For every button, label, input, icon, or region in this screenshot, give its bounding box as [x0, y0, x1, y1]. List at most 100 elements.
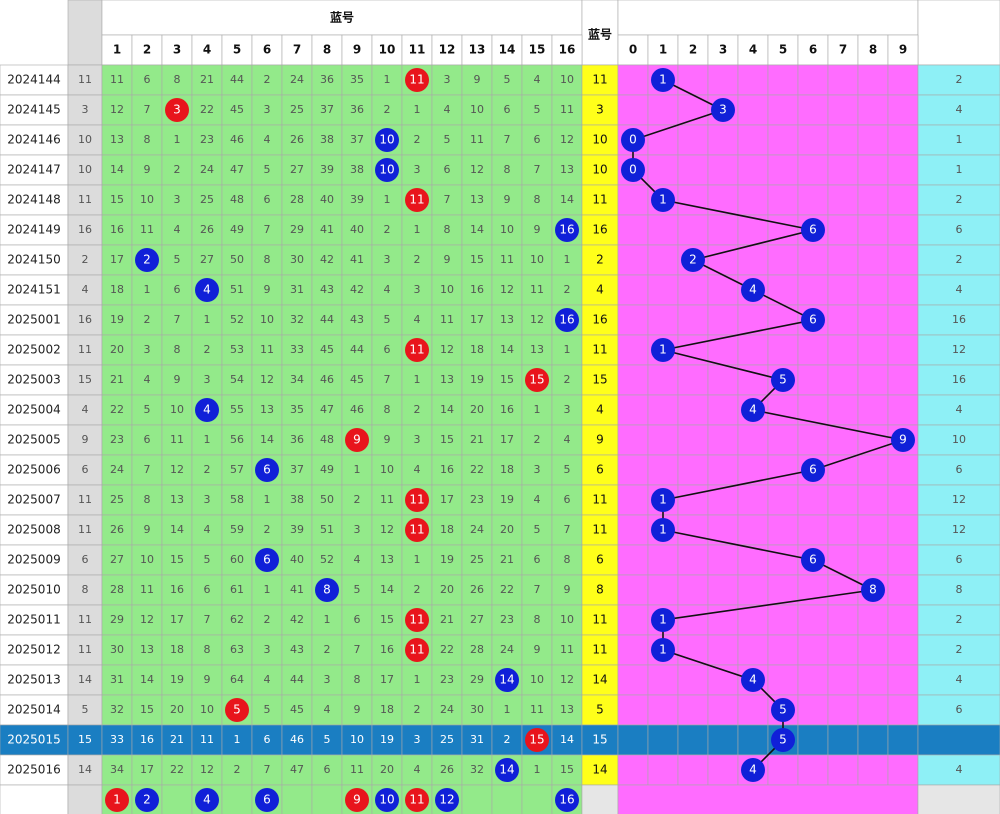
miss-cell: [191, 94, 223, 126]
issue: 2025002: [7, 343, 60, 357]
miss-count: 4: [264, 673, 271, 686]
index-value: 8: [82, 583, 89, 596]
miss-count: 12: [440, 343, 454, 356]
blue-cell: [581, 94, 619, 126]
miss-cell: [101, 274, 133, 306]
digit-cell: [827, 484, 859, 516]
digit-cell: [827, 274, 859, 306]
miss-cell: [251, 754, 283, 786]
digit-cell: [887, 184, 919, 216]
hit-ball: [555, 218, 579, 242]
miss-cell: [281, 244, 313, 276]
miss-cell: [401, 574, 433, 606]
hit-number: 9: [353, 433, 361, 447]
miss-count: 14: [470, 223, 484, 236]
miss-cell: [251, 364, 283, 396]
digit-cell: [887, 604, 919, 636]
miss-count: 18: [500, 463, 514, 476]
miss-count: 45: [290, 703, 304, 716]
miss-cell: [551, 664, 583, 696]
col-header-cell: [491, 34, 523, 66]
miss-cell: [251, 574, 283, 606]
hit-number: 16: [559, 223, 574, 237]
hit-ball: [315, 578, 339, 602]
miss-count: 5: [534, 523, 541, 536]
miss-count: 1: [204, 433, 211, 446]
miss-cell: [431, 664, 463, 696]
col-header: 7: [293, 43, 301, 57]
digit-cell: [797, 694, 829, 726]
miss-count: 41: [290, 583, 304, 596]
miss-count: 1: [324, 613, 331, 626]
index-cell: [67, 274, 103, 306]
digit-cell: [737, 334, 769, 366]
miss-count: 15: [110, 193, 124, 206]
miss-count: 11: [500, 253, 514, 266]
digit-cell: [707, 364, 739, 396]
miss-count: 8: [204, 643, 211, 656]
summary-number: 9: [353, 793, 361, 807]
miss-count: 18: [170, 643, 184, 656]
miss-count: 50: [230, 253, 244, 266]
digit-cell: [887, 664, 919, 696]
digit-cell: [617, 334, 649, 366]
col-header: 12: [439, 43, 456, 57]
miss-cell: [161, 244, 193, 276]
digit-header-cell: [767, 34, 799, 66]
miss-cell: [401, 694, 433, 726]
miss-cell: [131, 574, 163, 606]
miss-count: 18: [110, 283, 124, 296]
miss-cell: [161, 694, 193, 726]
col-header: 14: [499, 43, 516, 57]
hit-ball: [405, 68, 429, 92]
summary-label: [0, 784, 69, 814]
extra-value: 4: [956, 403, 963, 416]
digit-number: 0: [629, 133, 637, 147]
miss-count: 14: [110, 163, 124, 176]
miss-count: 12: [260, 373, 274, 386]
extra-value: 6: [956, 553, 963, 566]
digit-cell: [887, 574, 919, 606]
digit-number: 4: [749, 403, 757, 417]
digit-header: 2: [689, 43, 697, 57]
col-header: 15: [529, 43, 546, 57]
extra-cell: [917, 604, 1000, 636]
miss-count: 1: [414, 673, 421, 686]
miss-count: 7: [354, 643, 361, 656]
hit-number: 11: [409, 493, 424, 507]
miss-count: 21: [110, 373, 124, 386]
digit-cell: [647, 724, 679, 756]
blue-cell: [581, 484, 619, 516]
digit-cell: [707, 394, 739, 426]
miss-count: 1: [264, 583, 271, 596]
digit-cell: [767, 244, 799, 276]
hit-ball: [405, 608, 429, 632]
digit-cell: [887, 214, 919, 246]
digit-cell: [797, 94, 829, 126]
digit-header: 6: [809, 43, 817, 57]
miss-count: 47: [230, 163, 244, 176]
digit-cell: [857, 154, 889, 186]
miss-count: 20: [170, 703, 184, 716]
miss-cell: [281, 154, 313, 186]
miss-count: 1: [384, 193, 391, 206]
miss-cell: [281, 274, 313, 306]
digit-number: 5: [779, 703, 787, 717]
miss-count: 12: [560, 133, 574, 146]
miss-cell: [311, 64, 343, 96]
miss-count: 46: [350, 403, 364, 416]
issue: 2025009: [7, 553, 60, 567]
index-value: 2: [82, 253, 89, 266]
miss-count: 31: [470, 733, 484, 746]
extra-value: 4: [956, 283, 963, 296]
digit-cell: [797, 154, 829, 186]
miss-count: 20: [440, 583, 454, 596]
digit-header: [617, 0, 919, 36]
digit-cell: [857, 124, 889, 156]
miss-count: 1: [234, 733, 241, 746]
issue-cell: [0, 664, 69, 696]
miss-cell: [521, 64, 553, 96]
digit-cell: [677, 274, 709, 306]
digit-cell: [707, 64, 739, 96]
miss-count: 18: [440, 523, 454, 536]
